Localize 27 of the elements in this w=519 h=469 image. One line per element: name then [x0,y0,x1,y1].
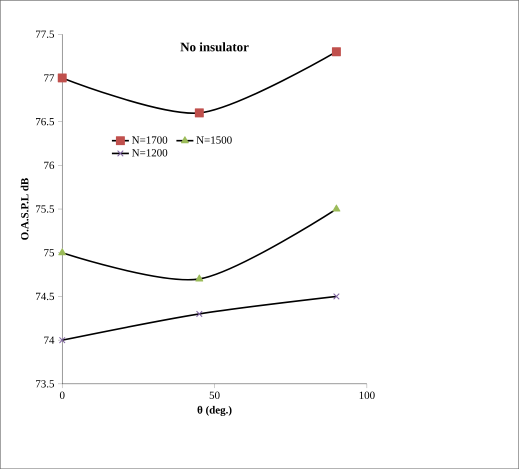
y-tick-label: 77.5 [36,30,54,38]
y-tick-label: 74.5 [36,292,54,300]
point [332,204,340,212]
y-tick-label: 75.5 [36,205,54,213]
y-tick-label: 76.5 [36,118,54,126]
point [333,293,340,300]
x-tick-label: 100 [360,392,375,399]
point [196,310,203,318]
y-axis-title: O.A.S.P.L dB [20,178,28,240]
y-tick-label: 74 [44,336,54,344]
legend-label: N=1200 [132,149,168,156]
point [58,248,66,256]
chart-title: No insulator [180,42,249,52]
point [58,73,67,82]
y-tick-label: 77 [44,74,54,82]
point [195,274,204,282]
y-tick-label: 75 [44,249,54,256]
y-tick-label: 73.5 [36,380,54,388]
point [58,336,66,344]
point [194,108,204,118]
legend-label: N=1500 [196,136,232,144]
x-tick-label: 50 [210,392,220,399]
y-tick-label: 76 [44,162,54,170]
x-tick-label: 0 [60,392,65,399]
x-axis-title: θ (deg.) [198,406,232,416]
legend-label: N=1700 [132,136,168,144]
point [332,47,341,56]
